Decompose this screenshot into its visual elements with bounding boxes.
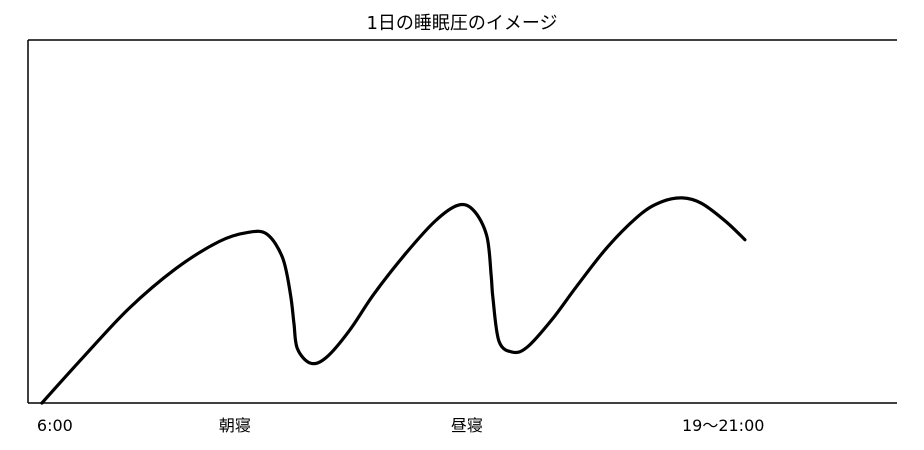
x-tick-label-0: 6:00 — [37, 416, 73, 435]
x-tick-label-3: 19〜21:00 — [682, 416, 764, 435]
x-tick-label-2: 昼寝 — [451, 416, 483, 435]
axes — [27, 39, 897, 404]
series-line-0 — [40, 196, 747, 405]
chart-title: 1日の睡眠圧のイメージ — [366, 13, 557, 34]
x-tick-labels: 6:00 朝寝 昼寝 19〜21:00 — [37, 416, 765, 435]
x-tick-label-1: 朝寝 — [219, 416, 251, 435]
series-layer — [40, 196, 747, 405]
